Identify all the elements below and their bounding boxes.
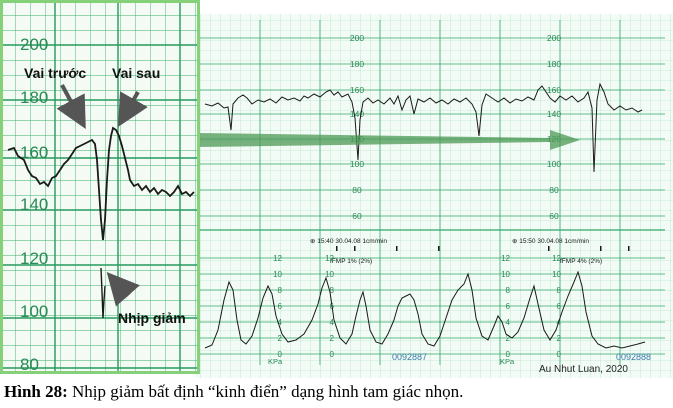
inset-tick: 180	[20, 88, 48, 107]
fhr-tick: 80	[352, 185, 362, 195]
fhr-tick: 180	[350, 59, 364, 69]
fhr-tick: 140	[547, 109, 561, 119]
fmp-label-2: fFMP 4% (2%)	[560, 258, 602, 265]
svg-text:8: 8	[506, 286, 511, 295]
svg-text:2: 2	[506, 334, 511, 343]
figure-caption: Hình 28: Nhịp giảm bất định “kinh điển” …	[4, 382, 669, 406]
serial-1: 0092887	[392, 352, 427, 362]
fhr-tick: 180	[547, 59, 561, 69]
inset-tick: 140	[20, 195, 48, 214]
svg-text:8: 8	[330, 286, 335, 295]
fhr-tick: 160	[350, 85, 364, 95]
svg-text:0: 0	[330, 350, 335, 359]
ctg-figure: 200 180 160 140 120 100 80 60 200 180 16…	[0, 0, 673, 378]
author-credit: Au Nhut Luan, 2020	[539, 364, 628, 375]
time-direction-arrow	[198, 130, 580, 150]
label-shoulder-after: Vai sau	[112, 65, 160, 81]
svg-text:4: 4	[557, 318, 562, 327]
fhr-tick: 200	[350, 33, 364, 43]
strip-header-1: ⊕ 15:40 30.04.08 1cm/min	[310, 238, 387, 245]
serial-2: 0092888	[616, 352, 651, 362]
svg-text:12: 12	[273, 254, 282, 263]
fhr-tick: 100	[547, 159, 561, 169]
svg-text:2: 2	[557, 334, 562, 343]
svg-text:12: 12	[501, 254, 510, 263]
svg-text:2: 2	[330, 334, 335, 343]
svg-text:0: 0	[506, 350, 511, 359]
svg-text:8: 8	[557, 286, 562, 295]
toco-scale-3: 12 10 8 6 4 2 0	[501, 254, 510, 359]
caption-text: Nhịp giảm bất định “kinh điển” dạng hình…	[67, 382, 464, 401]
inset-tick: 160	[20, 143, 48, 162]
fhr-tick: 200	[547, 33, 561, 43]
inset-tick: 200	[20, 35, 48, 54]
label-deceleration: Nhịp giảm	[118, 310, 186, 326]
unit-label-2: KPa	[500, 357, 515, 366]
svg-text:10: 10	[501, 270, 510, 279]
annotation-arrows	[56, 84, 148, 307]
fmp-label-1: fFMP 1% (2%)	[330, 258, 372, 265]
svg-text:2: 2	[278, 334, 283, 343]
svg-text:0: 0	[278, 350, 283, 359]
svg-text:4: 4	[506, 318, 511, 327]
svg-text:10: 10	[552, 270, 561, 279]
svg-text:10: 10	[273, 270, 282, 279]
svg-text:0: 0	[557, 350, 562, 359]
svg-text:4: 4	[278, 318, 283, 327]
inset-tick: 80	[20, 355, 39, 374]
svg-text:8: 8	[278, 286, 283, 295]
svg-text:12: 12	[325, 254, 334, 263]
caption-label: Hình 28:	[4, 382, 68, 401]
strip-grid	[195, 0, 673, 378]
fhr-tick: 60	[549, 211, 559, 221]
zoom-inset	[0, 0, 200, 374]
inset-tick: 120	[20, 249, 48, 268]
fhr-tick: 140	[350, 109, 364, 119]
svg-text:6: 6	[557, 302, 562, 311]
fhr-grid	[200, 20, 665, 365]
svg-text:4: 4	[330, 318, 335, 327]
inset-decel-nadir	[100, 267, 106, 319]
svg-text:12: 12	[552, 254, 561, 263]
svg-text:6: 6	[506, 302, 511, 311]
unit-label-1: KPa	[268, 357, 283, 366]
inset-fhr-trace	[7, 126, 195, 241]
event-marks	[336, 246, 630, 251]
toco-scale-4: 12 10 8 6 4 2 0	[552, 254, 561, 359]
inset-tick: 100	[20, 302, 48, 321]
toco-trace	[204, 270, 646, 349]
fhr-trace	[204, 82, 643, 173]
svg-text:6: 6	[278, 302, 283, 311]
svg-text:10: 10	[325, 270, 334, 279]
fhr-tick: 80	[549, 185, 559, 195]
strip-header-2: ⊕ 15:50 30.04.08 1cm/min	[512, 238, 589, 245]
fhr-tick: 160	[547, 85, 561, 95]
toco-scale-1: 12 10 8 6 4 2 0	[273, 254, 282, 359]
fhr-tick: 100	[350, 159, 364, 169]
inset-scale: 200 180 160 140 120 100 80	[20, 35, 48, 374]
fhr-tick: 60	[352, 211, 362, 221]
label-shoulder-before: Vai trước	[24, 65, 86, 81]
